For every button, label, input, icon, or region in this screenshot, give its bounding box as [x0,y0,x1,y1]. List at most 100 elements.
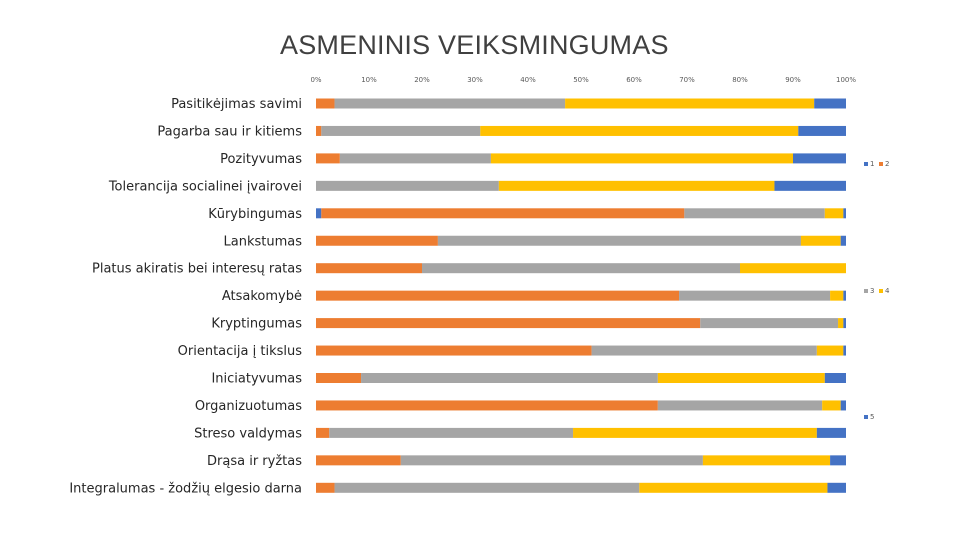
bar-segment [316,400,658,411]
bar-segment [824,208,844,219]
bar-segment [316,208,322,219]
category-label: Orientacija į tikslus [178,344,303,359]
bar-segment [334,98,566,109]
bar-segment [437,235,801,246]
x-tick-label: 40% [520,76,536,84]
category-label: Pozityvumas [220,152,302,167]
legend-label: 2 [885,160,889,168]
bar-segment [329,427,574,438]
bar-segment [498,180,775,191]
bar-segment [822,400,841,411]
bar-segment [316,318,701,329]
legend-swatch [864,415,868,419]
bar-segment [422,263,740,274]
category-label: Iniciatyvumas [211,372,302,387]
bar-segment [830,455,846,466]
legend-label: 3 [870,287,874,295]
legend: 1 2 3 4 5 [864,160,890,421]
bar-segment [490,153,793,164]
bar-segment [316,153,340,164]
bar-segment [321,208,685,219]
bar-segment [400,455,703,466]
bar-segment [679,290,831,301]
x-tick-label: 70% [679,76,695,84]
category-label: Lankstumas [224,234,303,249]
category-labels: Pasitikėjimas savimi Pagarba sau ir kitie… [69,97,302,496]
x-tick-label: 20% [414,76,430,84]
category-label: Pasitikėjimas savimi [171,97,302,112]
bar-segment [798,125,846,136]
bar-segment [684,208,825,219]
bar-segment [774,180,846,191]
bar-segment [316,125,322,136]
x-axis-ticks: 0% 10% 20% 30% 40% 50% 60% 70% 80% 90% 100% [310,76,856,84]
bar-segment [316,263,422,274]
legend-label: 1 [870,160,874,168]
bar-segment [827,482,846,493]
chart-title: ASMENINIS VEIKSMINGUMAS [280,30,669,60]
bar-segment [793,153,846,164]
bar-segment [843,345,846,356]
bar-segment [316,373,362,383]
category-label: Drąsa ir ryžtas [207,454,302,469]
bar-area [316,98,846,493]
legend-swatch [879,289,883,293]
bar-segment [838,318,844,329]
x-tick-label: 30% [467,76,483,84]
x-tick-label: 100% [836,76,856,84]
x-tick-label: 90% [785,76,801,84]
bar-segment [843,290,846,301]
bar-segment [840,400,846,411]
category-label: Kryptingumas [211,317,302,332]
x-tick-label: 0% [310,76,321,84]
category-label: Pagarba sau ir kitiems [157,124,302,139]
category-label: Tolerancija socialinei įvairovei [108,179,302,194]
bar-segment [565,98,815,109]
bar-segment [657,400,823,411]
bar-segment [800,235,841,246]
category-label: Integralumas - žodžių elgesio darna [69,481,302,496]
bar-segment [361,373,658,383]
bar-segment [830,290,844,301]
bar-segment [840,235,846,246]
bar-segment [843,318,846,329]
bar-segment [316,427,330,438]
bar-segment [316,235,438,246]
bar-segment [740,263,846,274]
bar-segment [316,482,335,493]
bar-segment [824,373,846,383]
bar-segment [702,455,831,466]
bar-segment [316,345,592,356]
category-label: Kūrybingumas [208,207,302,222]
x-tick-label: 10% [361,76,377,84]
legend-swatch [864,162,868,166]
legend-label: 4 [885,287,890,295]
x-tick-label: 50% [573,76,589,84]
x-tick-label: 60% [626,76,642,84]
bar-segment [591,345,817,356]
x-tick-label: 80% [732,76,748,84]
bar-segment [816,427,846,438]
legend-swatch [864,289,868,293]
category-label: Streso valdymas [194,426,302,441]
bar-segment [480,125,799,136]
bar-segment [657,373,825,383]
legend-label: 5 [870,413,874,421]
category-label: Organizuotumas [195,399,302,414]
bar-segment [316,98,335,109]
bar-segment [316,290,680,301]
bar-segment [334,482,640,493]
legend-swatch [879,162,883,166]
bar-segment [814,98,846,109]
bar-segment [316,180,499,191]
bar-segment [639,482,828,493]
category-label: Platus akiratis bei interesų ratas [92,262,302,277]
category-label: Atsakomybė [222,289,302,304]
bar-segment [816,345,844,356]
bar-segment [316,455,401,466]
bar-segment [573,427,817,438]
bar-segment [339,153,491,164]
bar-segment [843,208,846,219]
bar-segment [321,125,481,136]
